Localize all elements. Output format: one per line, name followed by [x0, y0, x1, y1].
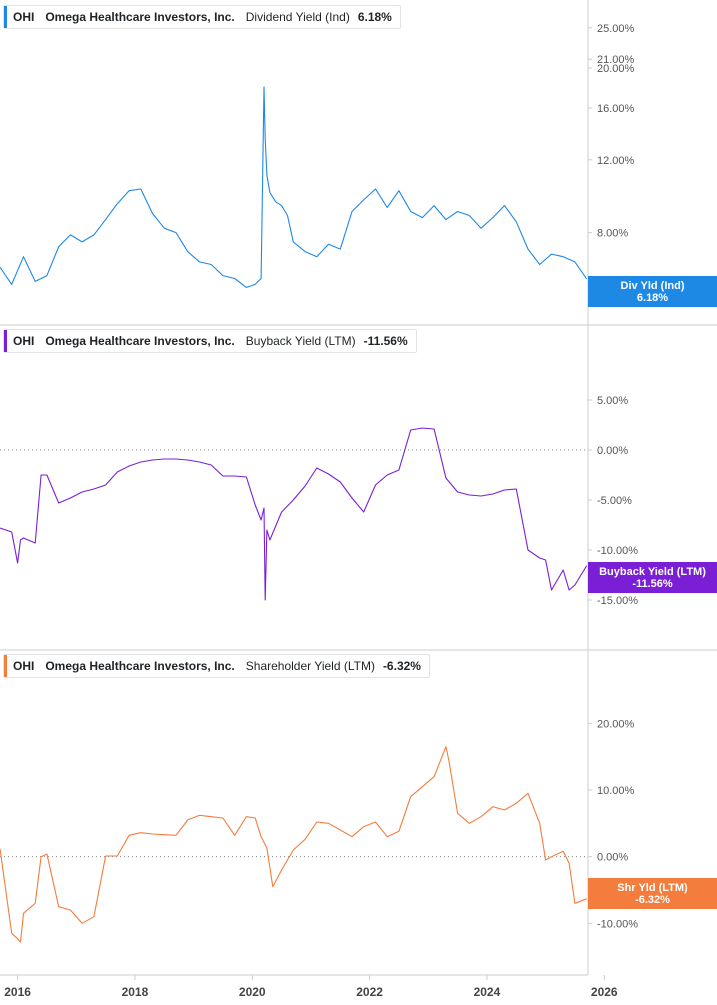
y-tick-label: -15.00%: [597, 595, 638, 607]
x-tick-label: 2020: [239, 985, 266, 999]
legend-metric: Dividend Yield (Ind): [245, 10, 350, 24]
y-tick-label: 16.00%: [597, 103, 635, 115]
y-tick-label: 8.00%: [597, 228, 628, 240]
y-tick-label: 0.00%: [597, 445, 628, 457]
legend-shareholder: OHI Omega Healthcare Investors, Inc. Sha…: [3, 654, 430, 678]
legend-value: 6.18%: [357, 10, 392, 24]
y-tick-label: 25.00%: [597, 23, 635, 35]
y-tick-label: -5.00%: [597, 495, 632, 507]
y-tick-label: 10.00%: [597, 785, 635, 797]
x-tick-label: 2018: [122, 985, 149, 999]
legend-swatch-shareholder: [4, 655, 7, 677]
legend-company: Omega Healthcare Investors, Inc.: [45, 659, 235, 673]
legend-value: -11.56%: [363, 334, 408, 348]
series-line-dividend: [0, 86, 588, 288]
legend-company: Omega Healthcare Investors, Inc.: [45, 10, 235, 24]
end-label-value: -11.56%: [632, 577, 673, 590]
y-tick-label: 20.00%: [597, 718, 635, 730]
legend-swatch-buyback: [4, 330, 7, 352]
end-label-title: Div Yld (Ind): [620, 279, 685, 292]
legend-value: -6.32%: [382, 659, 421, 673]
x-tick-label: 2024: [474, 985, 501, 999]
legend-ticker: OHI: [13, 334, 35, 348]
x-tick-label: 2016: [4, 985, 31, 999]
legend-buyback: OHI Omega Healthcare Investors, Inc. Buy…: [3, 329, 417, 353]
legend-company: Omega Healthcare Investors, Inc.: [45, 334, 235, 348]
series-line-shareholder: [0, 746, 587, 943]
legend-swatch-dividend: [4, 6, 7, 28]
y-tick-label: -10.00%: [597, 918, 638, 930]
end-label-title: Buyback Yield (LTM): [599, 565, 706, 578]
end-label-value: -6.32%: [635, 893, 670, 906]
y-tick-label: 21.00%: [597, 54, 635, 66]
y-tick-label: -10.00%: [597, 545, 638, 557]
end-label-buyback: Buyback Yield (LTM) -11.56%: [588, 562, 717, 593]
end-label-dividend: Div Yld (Ind) 6.18%: [588, 276, 717, 307]
y-tick-label: 5.00%: [597, 395, 628, 407]
legend-metric: Shareholder Yield (LTM): [245, 659, 375, 673]
series-line-buyback: [0, 427, 588, 601]
y-tick-label: 0.00%: [597, 852, 628, 864]
end-label-title: Shr Yld (LTM): [617, 881, 688, 894]
legend-metric: Buyback Yield (LTM): [245, 334, 356, 348]
x-tick-label: 2022: [356, 985, 383, 999]
y-tick-label: 20.00%: [597, 63, 635, 75]
legend-dividend: OHI Omega Healthcare Investors, Inc. Div…: [3, 5, 401, 29]
y-tick-label: 12.00%: [597, 155, 635, 167]
legend-ticker: OHI: [13, 10, 35, 24]
legend-ticker: OHI: [13, 659, 35, 673]
end-label-value: 6.18%: [636, 291, 669, 304]
x-tick-label: 2026: [591, 985, 618, 999]
end-label-shareholder: Shr Yld (LTM) -6.32%: [588, 878, 717, 909]
